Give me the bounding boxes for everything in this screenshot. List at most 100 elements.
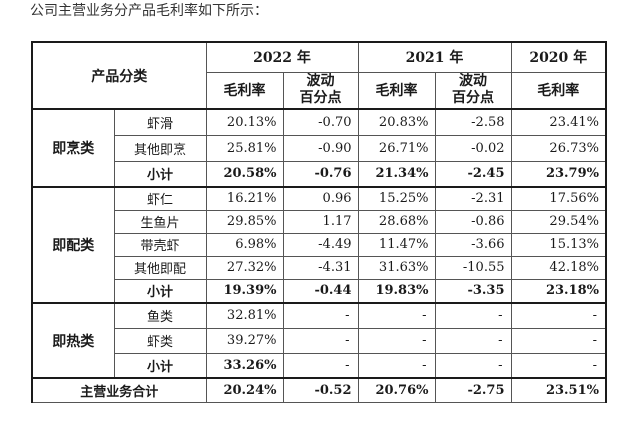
total-row: 主营业务合计 20.24% -0.52 20.76% -2.75 23.51% [31,377,607,403]
change-header-line2: 百分点 [299,90,342,107]
margin-header-2020: 毛利率 [510,71,607,110]
change-2022: - [282,302,359,329]
table-row: 即烹类 虾滑 20.13% -0.70 20.83% -2.58 23.41% [31,108,607,188]
header-row-metrics: 毛利率 波动 百分点 毛利率 波动 百分点 毛利率 [32,71,607,110]
change-2021: -10.55 [434,255,512,280]
margin-2022: 20.13% [205,108,284,136]
margin-2021: 26.71% [357,134,436,162]
change-header-line2: 百分点 [452,90,494,107]
year-header-2022: 2022 年 [205,41,359,73]
product-name: 其他即烹 [113,134,207,162]
margin-2020: 23.51% [510,377,607,403]
change-2022: -0.70 [282,108,359,136]
subtotal-label: 小计 [113,278,207,304]
margin-2021: - [357,352,436,379]
margin-2020: - [510,302,607,329]
margin-2021: 19.83% [357,278,436,304]
change-2022: - [282,327,359,354]
product-name: 虾类 [113,327,207,354]
change-2022: -0.90 [282,134,359,162]
intro-text: 公司主营业务分产品毛利率如下所示： [30,3,268,19]
header-row-years: 产品分类 2022 年 2021 年 2020 年 [31,41,607,110]
change-2022: -0.52 [282,377,359,403]
change-header-2021: 波动 百分点 [434,71,512,110]
margin-2022: 16.21% [205,186,284,211]
subtotal-label: 小计 [113,160,207,188]
change-2022: - [282,352,359,379]
margin-2020: 15.13% [510,232,607,257]
margin-2022: 19.39% [205,278,284,304]
change-2021: - [434,302,512,329]
margin-2020: 29.54% [510,209,607,234]
year-header-2021: 2021 年 [357,41,512,73]
margin-2020: 23.18% [510,278,607,304]
margin-2020: 42.18% [510,255,607,280]
change-header-line1: 波动 [306,73,335,90]
margin-2021: 15.25% [357,186,436,211]
margin-2021: 20.76% [357,377,436,403]
margin-header-2021: 毛利率 [357,71,436,110]
margin-2022: 32.81% [205,302,284,329]
change-header-2022: 波动 百分点 [282,71,359,110]
change-2021: -0.86 [434,209,512,234]
product-name: 其他即配 [113,255,207,280]
table-row: 即热类 鱼类 32.81% - - - - [31,302,607,379]
margin-2022: 33.26% [205,352,284,379]
change-2021: -3.66 [434,232,512,257]
margin-2020: 23.41% [510,108,607,136]
gross-margin-table: 产品分类 2022 年 2021 年 2020 年 毛利率 波动 百分点 毛利率… [31,41,607,403]
margin-2021: 21.34% [357,160,436,188]
change-2021: -2.75 [434,377,512,403]
table-row: 虾类 39.27% - - - - [32,327,607,354]
year-header-2020: 2020 年 [510,41,607,73]
change-2021: - [434,352,512,379]
subtotal-row: 小计 33.26% - - - - [32,352,607,379]
table-row: 带壳虾 6.98% -4.49 11.47% -3.66 15.13% [32,232,607,257]
margin-2022: 20.24% [205,377,284,403]
product-name: 带壳虾 [113,232,207,257]
product-name: 鱼类 [113,302,207,329]
group-label: 即热类 [31,302,115,379]
margin-2021: 20.83% [357,108,436,136]
margin-2020: - [510,327,607,354]
change-2021: - [434,327,512,354]
margin-2021: 28.68% [357,209,436,234]
product-name: 生鱼片 [113,209,207,234]
margin-2021: - [357,302,436,329]
margin-2022: 20.58% [205,160,284,188]
margin-2021: 11.47% [357,232,436,257]
total-label: 主营业务合计 [31,377,207,403]
change-2021: -3.35 [434,278,512,304]
margin-2021: 31.63% [357,255,436,280]
table-row: 其他即烹 25.81% -0.90 26.71% -0.02 26.73% [32,134,607,162]
margin-2020: 26.73% [510,134,607,162]
product-name: 虾滑 [113,108,207,136]
subtotal-row: 小计 20.58% -0.76 21.34% -2.45 23.79% [32,160,607,188]
change-2022: 1.17 [282,209,359,234]
subtotal-label: 小计 [113,352,207,379]
change-2021: -0.02 [434,134,512,162]
change-2022: -4.49 [282,232,359,257]
change-2022: -0.76 [282,160,359,188]
table-row: 其他即配 27.32% -4.31 31.63% -10.55 42.18% [32,255,607,280]
margin-2022: 27.32% [205,255,284,280]
margin-header-2022: 毛利率 [205,71,284,110]
change-2021: -2.31 [434,186,512,211]
change-2021: -2.45 [434,160,512,188]
margin-2022: 39.27% [205,327,284,354]
product-name: 虾仁 [113,186,207,211]
margin-2020: 17.56% [510,186,607,211]
margin-2020: 23.79% [510,160,607,188]
change-2022: 0.96 [282,186,359,211]
margin-2022: 25.81% [205,134,284,162]
change-2022: -0.44 [282,278,359,304]
category-header: 产品分类 [31,41,207,110]
margin-2022: 29.85% [205,209,284,234]
group-label: 即配类 [31,186,115,304]
margin-2021: - [357,327,436,354]
group-label: 即烹类 [31,108,115,188]
change-header-line1: 波动 [459,73,487,90]
change-2022: -4.31 [282,255,359,280]
change-2021: -2.58 [434,108,512,136]
subtotal-row: 小计 19.39% -0.44 19.83% -3.35 23.18% [32,278,607,304]
